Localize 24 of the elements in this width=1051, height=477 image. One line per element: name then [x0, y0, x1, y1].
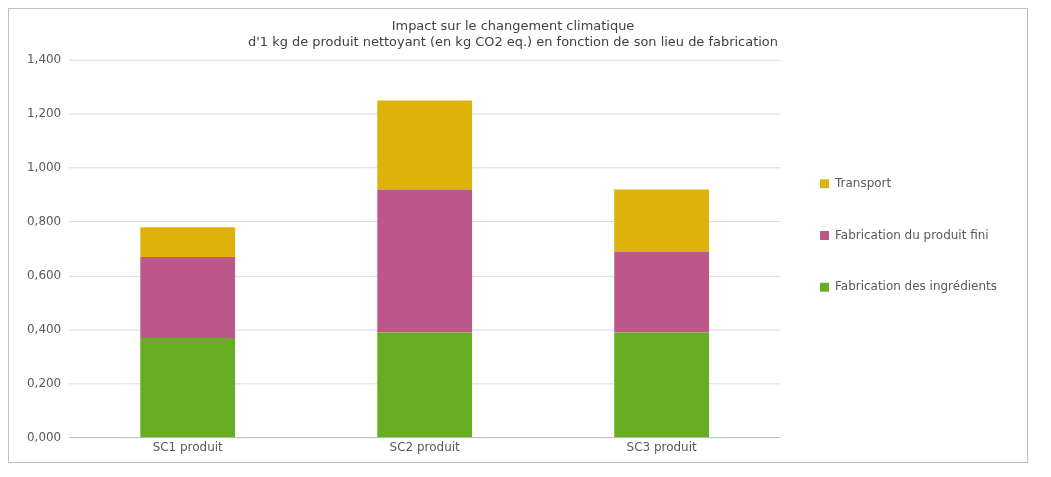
y-tick-label: 0,600 [26, 267, 62, 282]
y-tick-label: 0,800 [26, 213, 62, 228]
bar [140, 256, 236, 338]
y-tick-label: 0,200 [26, 375, 62, 390]
bar [614, 251, 710, 333]
y-tick-label: 1,000 [26, 160, 62, 175]
chart-title: Impact sur le changement climatique d'1 kg de produit nettoyant (en kg CO2 eq.) en fonction de son lieu de fabrication [248, 18, 778, 49]
legend-label: Fabrication du produit fini [835, 227, 989, 242]
bar [140, 337, 236, 438]
legend-label: Fabrication des ingrédients [835, 279, 997, 294]
bar [614, 332, 710, 438]
y-tick-label: 1,400 [26, 52, 62, 67]
bar [614, 189, 710, 252]
x-tick-label: SC1 produit [152, 439, 224, 454]
x-tick-label: SC2 produit [389, 439, 461, 454]
x-tick-label: SC3 produit [626, 439, 698, 454]
y-tick-label: 1,200 [26, 106, 62, 121]
bar [377, 189, 473, 333]
y-tick-label: 0,000 [26, 429, 62, 444]
bar [140, 227, 236, 257]
y-tick-label: 0,400 [26, 321, 62, 336]
legend-label: Transport [834, 175, 892, 190]
bar [377, 100, 473, 190]
bar [377, 332, 473, 438]
